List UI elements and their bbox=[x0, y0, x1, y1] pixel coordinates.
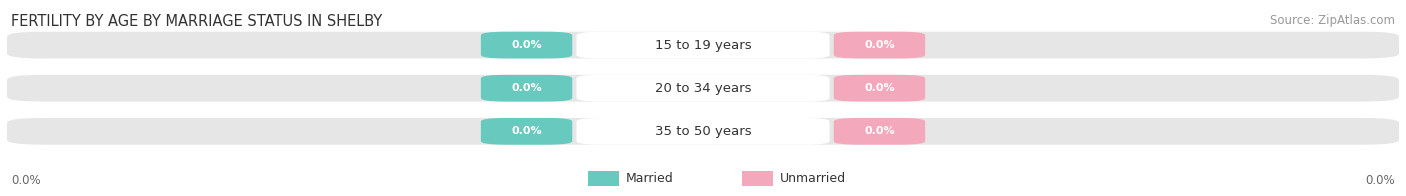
Text: Unmarried: Unmarried bbox=[780, 172, 846, 185]
Text: 20 to 34 years: 20 to 34 years bbox=[655, 82, 751, 95]
Text: 0.0%: 0.0% bbox=[512, 40, 541, 50]
Text: 0.0%: 0.0% bbox=[865, 126, 894, 136]
FancyBboxPatch shape bbox=[481, 118, 572, 145]
FancyBboxPatch shape bbox=[7, 75, 1399, 102]
Text: 0.0%: 0.0% bbox=[865, 40, 894, 50]
FancyBboxPatch shape bbox=[834, 75, 925, 102]
Text: 0.0%: 0.0% bbox=[512, 83, 541, 93]
Text: Source: ZipAtlas.com: Source: ZipAtlas.com bbox=[1270, 14, 1395, 27]
Text: 0.0%: 0.0% bbox=[11, 174, 41, 187]
Text: 0.0%: 0.0% bbox=[865, 83, 894, 93]
FancyBboxPatch shape bbox=[588, 171, 619, 186]
FancyBboxPatch shape bbox=[481, 32, 572, 58]
FancyBboxPatch shape bbox=[742, 171, 773, 186]
Text: Married: Married bbox=[626, 172, 673, 185]
Text: 0.0%: 0.0% bbox=[512, 126, 541, 136]
FancyBboxPatch shape bbox=[576, 118, 830, 145]
FancyBboxPatch shape bbox=[7, 32, 1399, 58]
Text: 0.0%: 0.0% bbox=[1365, 174, 1395, 187]
Text: 35 to 50 years: 35 to 50 years bbox=[655, 125, 751, 138]
Text: 15 to 19 years: 15 to 19 years bbox=[655, 39, 751, 52]
FancyBboxPatch shape bbox=[576, 32, 830, 58]
FancyBboxPatch shape bbox=[834, 118, 925, 145]
FancyBboxPatch shape bbox=[481, 75, 572, 102]
FancyBboxPatch shape bbox=[834, 32, 925, 58]
FancyBboxPatch shape bbox=[576, 75, 830, 102]
FancyBboxPatch shape bbox=[7, 118, 1399, 145]
Text: FERTILITY BY AGE BY MARRIAGE STATUS IN SHELBY: FERTILITY BY AGE BY MARRIAGE STATUS IN S… bbox=[11, 14, 382, 29]
